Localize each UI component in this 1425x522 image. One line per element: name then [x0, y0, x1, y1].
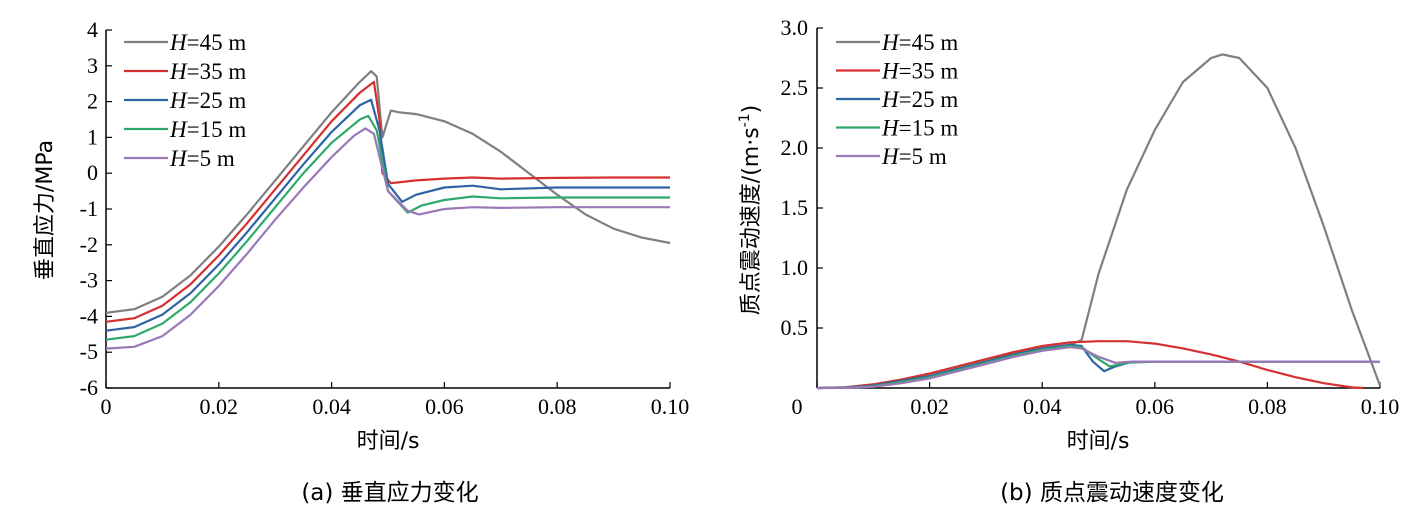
panel-a-y-ticks: -6 -5 -4 -3 -2 -1 0 1 2 3 4: [80, 17, 112, 400]
legend-entry: H=5 m: [169, 146, 235, 171]
legend-entry-var: H: [881, 87, 900, 112]
y-tick-label: 2.5: [781, 75, 809, 100]
y-tick-label: -1: [80, 196, 98, 221]
x-tick-label: 0.02: [910, 394, 949, 419]
legend-entry-var: H: [169, 146, 188, 171]
panel-b-y-axis-label-end: ): [739, 105, 764, 114]
legend-entry: H=25 m: [169, 88, 246, 113]
y-tick-label: 2.0: [781, 135, 809, 160]
legend-entry-rest: =15 m: [187, 117, 247, 142]
x-tick-label: 0.08: [538, 394, 577, 419]
legend-entry: H=35 m: [881, 59, 958, 84]
y-tick-label: 1.0: [781, 255, 809, 280]
y-tick-label: 0.5: [781, 315, 809, 340]
legend-entry-rest: =15 m: [899, 116, 959, 141]
panel-b-x-axis-label: 时间/s: [1067, 429, 1130, 454]
legend-entry-rest: =35 m: [187, 59, 247, 84]
y-tick-label: -6: [80, 375, 98, 400]
legend-entry-var: H: [169, 59, 188, 84]
legend-entry-rest: =45 m: [187, 30, 247, 55]
legend-entry-rest: =5 m: [187, 146, 235, 171]
panel-a-x-axis-label: 时间/s: [357, 429, 420, 454]
x-tick-label: 0: [101, 394, 112, 419]
panel-b-y-axis-label-main: 质点震动速度/(m·s: [739, 127, 764, 315]
series-line-35m: [816, 340, 1364, 390]
x-tick-label: 0.06: [1136, 394, 1175, 419]
panel-b-x-ticks: 0.02 0.04 0.06 0.08 0.10: [816, 382, 1400, 419]
series-line-5m: [816, 346, 1380, 390]
y-tick-label: 1: [87, 124, 98, 149]
x-tick-label: 0.10: [1361, 394, 1400, 419]
series-line-35m: [105, 80, 670, 323]
panel-b-series: [816, 53, 1382, 390]
panel-b-legend: H=45 mH=35 mH=25 mH=15 mH=5 m: [836, 30, 958, 169]
series-line-45m: [105, 70, 671, 314]
panel-a-series: [105, 70, 671, 350]
legend-entry-var: H: [169, 30, 188, 55]
legend-entry-var: H: [881, 30, 900, 55]
y-tick-label: 3.0: [781, 15, 809, 40]
x-tick-label: 0.04: [1023, 394, 1062, 419]
x-tick-label: 0.06: [425, 394, 464, 419]
y-tick-label: -5: [80, 339, 98, 364]
legend-entry: H=25 m: [881, 87, 958, 112]
legend-entry-rest: =45 m: [899, 30, 959, 55]
panel-b-origin-label: 0: [792, 394, 803, 419]
legend-entry-rest: =25 m: [899, 87, 959, 112]
legend-entry-var: H: [881, 144, 900, 169]
y-tick-label: 2: [87, 89, 98, 114]
legend-entry-rest: =5 m: [899, 144, 947, 169]
panel-b-y-ticks: 0.5 1.0 1.5 2.0 2.5 3.0: [781, 15, 823, 340]
y-tick-label: -2: [80, 232, 98, 257]
y-tick-label: 1.5: [781, 195, 809, 220]
panel-b-y-axis-label-sup: -1: [737, 113, 753, 127]
y-tick-label: -4: [80, 303, 98, 328]
legend-entry: H=35 m: [169, 59, 246, 84]
legend-entry-rest: =25 m: [187, 88, 247, 113]
panel-a-legend: H=45 mH=35 mH=25 mH=15 mH=5 m: [124, 30, 246, 171]
legend-entry-var: H: [169, 88, 188, 113]
legend-entry: H=5 m: [881, 144, 947, 169]
x-tick-label: 0.02: [200, 394, 239, 419]
series-line-25m: [105, 98, 670, 332]
panel-b: 0 0.5 1.0 1.5 2.0 2.5 3.0 0.02 0.04 0.06 0.08 0.1…: [737, 15, 1399, 506]
legend-entry-var: H: [881, 59, 900, 84]
y-tick-label: -3: [80, 268, 98, 293]
legend-entry: H=15 m: [169, 117, 246, 142]
panel-a-y-axis-label: 垂直应力/MPa: [33, 140, 58, 280]
series-line-5m: [105, 127, 670, 350]
legend-entry: H=45 m: [881, 30, 958, 55]
y-tick-label: 0: [87, 160, 98, 185]
legend-entry-var: H: [881, 116, 900, 141]
x-tick-label: 0.08: [1248, 394, 1287, 419]
x-tick-label: 0.04: [312, 394, 351, 419]
legend-entry-rest: =35 m: [899, 59, 959, 84]
y-tick-label: 3: [87, 53, 98, 78]
panel-a-x-ticks: 0 0.02 0.04 0.06 0.08 0.10: [101, 382, 690, 419]
y-tick-label: 4: [87, 17, 98, 42]
legend-entry: H=15 m: [881, 116, 958, 141]
panel-a-caption: (a) 垂直应力变化: [301, 480, 478, 506]
series-line-15m: [105, 114, 670, 341]
x-tick-label: 0.10: [651, 394, 690, 419]
legend-entry-var: H: [169, 117, 188, 142]
panel-b-caption: (b) 质点震动速度变化: [1000, 480, 1224, 506]
legend-entry: H=45 m: [169, 30, 246, 55]
panel-b-y-axis-label: 质点震动速度/(m·s-1): [737, 105, 764, 315]
